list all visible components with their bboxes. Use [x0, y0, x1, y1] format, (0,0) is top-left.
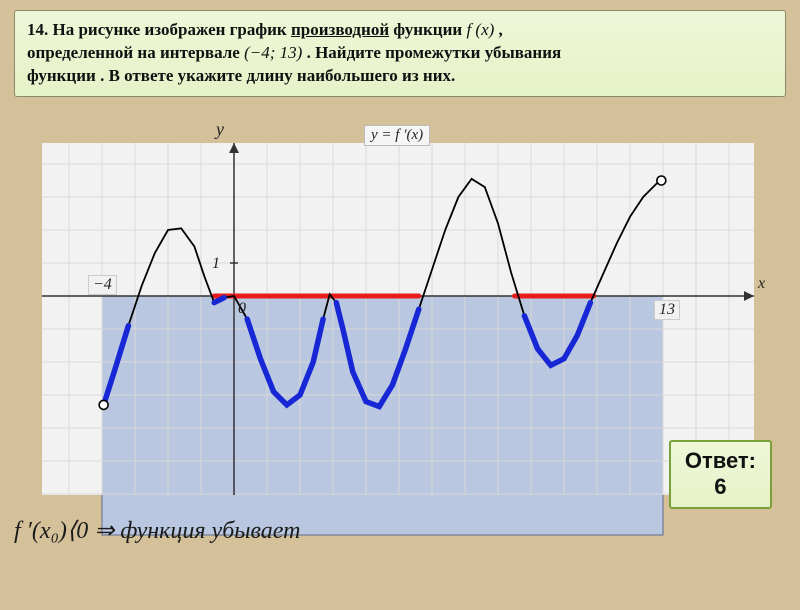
tick-13: 13	[654, 300, 680, 320]
answer-value: 6	[714, 474, 726, 499]
problem-text-1b: функции	[389, 20, 466, 39]
fx-symbol: f (x)	[466, 20, 494, 39]
y-axis-label: y	[216, 119, 224, 140]
problem-number: 14.	[27, 20, 48, 39]
problem-box: 14. На рисунке изображен график производ…	[14, 10, 786, 97]
tick-minus4: −4	[88, 275, 117, 295]
formula-text: f ′(x₀)⟨0 ⇒ функция убывает	[14, 516, 300, 545]
function-label: y = f ′(x)	[364, 125, 430, 146]
problem-text-2b: . Найдите промежутки убывания	[307, 43, 562, 62]
chart-region: y x y = f ′(x) −4 0 1 13 Ответ: 6 f ′(x₀…	[14, 125, 786, 555]
interval: (−4; 13)	[244, 43, 302, 62]
problem-text-1a: На рисунке изображен график	[53, 20, 291, 39]
answer-label: Ответ:	[685, 448, 756, 473]
problem-underline: производной	[291, 20, 389, 39]
problem-text-2a: определенной на интервале	[27, 43, 240, 62]
problem-text-3: функции . В ответе укажите длину наиболь…	[27, 66, 455, 85]
problem-text-1c: ,	[499, 20, 503, 39]
tick-zero: 0	[238, 300, 246, 318]
tick-one: 1	[212, 255, 220, 273]
x-axis-label: x	[758, 275, 765, 293]
answer-box: Ответ: 6	[669, 440, 772, 509]
